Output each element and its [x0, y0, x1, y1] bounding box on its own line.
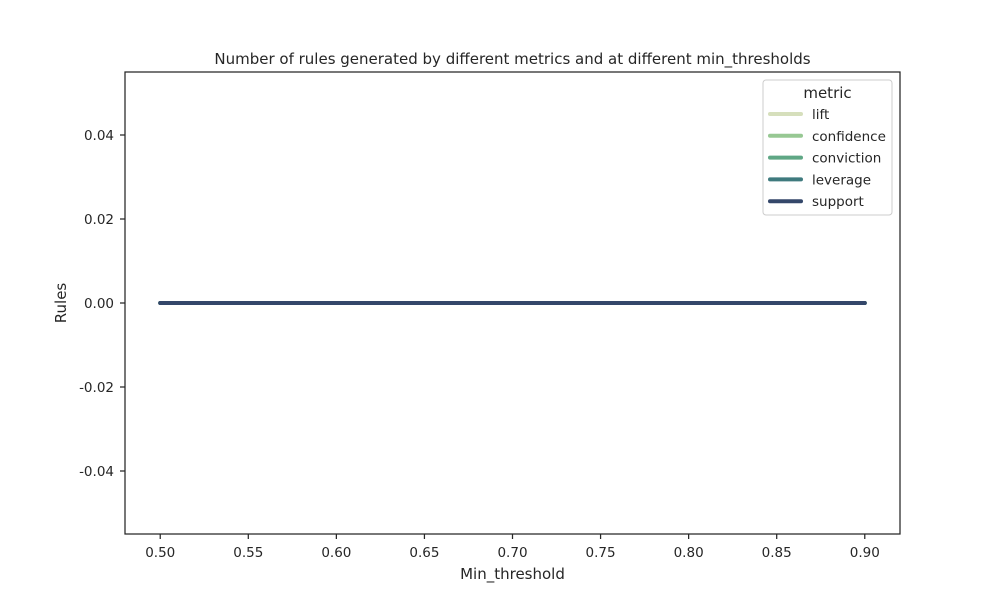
legend-items: lift confidence conviction leverage support [768, 107, 886, 210]
x-tick-label: 0.80 [674, 545, 704, 561]
x-tick-label: 0.50 [145, 545, 175, 561]
x-tick-label: 0.60 [321, 545, 351, 561]
y-axis: 0.04 0.02 0.00 -0.02 -0.04 [79, 128, 125, 480]
x-tick-label: 0.85 [762, 545, 792, 561]
legend: metric lift confidence conviction leverage s… [762, 79, 893, 216]
x-tick-label: 0.65 [409, 545, 439, 561]
legend-label-support: support [812, 194, 864, 210]
legend-label-confidence: confidence [812, 129, 886, 145]
x-tick-label: 0.75 [586, 545, 616, 561]
y-axis-label: Rules [52, 283, 70, 324]
y-tick-label: 0.04 [84, 128, 114, 144]
legend-label-leverage: leverage [812, 172, 871, 188]
x-tick-label: 0.70 [497, 545, 527, 561]
y-tick-label: -0.02 [79, 380, 114, 396]
x-tick-label: 0.90 [850, 545, 880, 561]
x-axis-label: Min_threshold [460, 565, 565, 584]
x-tick-label: 0.55 [233, 545, 263, 561]
chart-title: Number of rules generated by different m… [214, 50, 810, 69]
legend-label-conviction: conviction [812, 151, 881, 167]
y-tick-label: 0.02 [84, 212, 114, 228]
y-tick-label: -0.04 [79, 464, 114, 480]
x-axis: 0.50 0.55 0.60 0.65 0.70 0.75 0.80 0.85 0.90 [145, 534, 880, 561]
legend-title: metric [803, 84, 851, 102]
legend-label-lift: lift [812, 107, 829, 123]
y-tick-label: 0.00 [84, 296, 114, 312]
